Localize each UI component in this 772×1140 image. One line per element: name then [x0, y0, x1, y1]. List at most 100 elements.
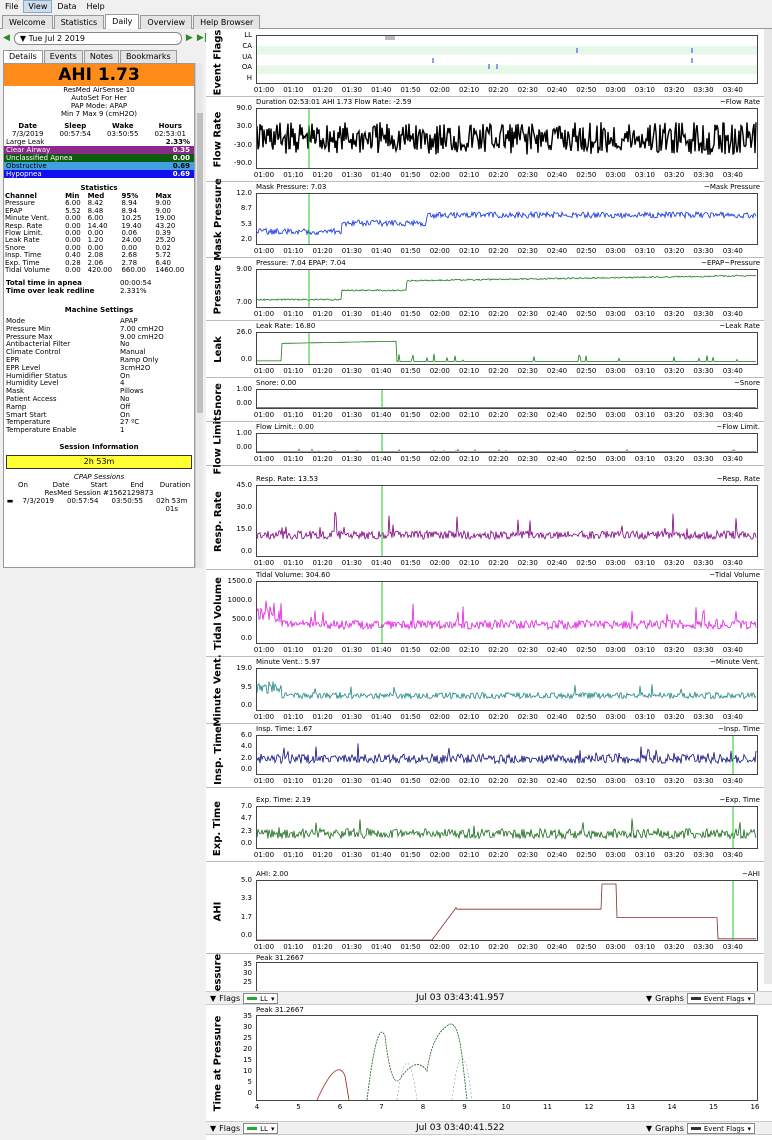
plot-area[interactable] — [256, 269, 758, 308]
left-scrollbar[interactable] — [195, 63, 203, 568]
x-tick: 03:00 — [605, 851, 626, 859]
tab-help-browser[interactable]: Help Browser — [193, 15, 261, 29]
menu-help[interactable]: Help — [86, 2, 105, 11]
flags-dropdown[interactable]: LL ▾ — [243, 1123, 279, 1134]
y-tick: 30.0 — [236, 503, 252, 511]
date-picker[interactable]: ▼ Tue Jul 2 2019 — [13, 31, 182, 45]
x-axis: 01:00 01:10 01:20 01:30 01:40 01:50 02:00 02:10… — [254, 455, 758, 464]
plot-area[interactable] — [256, 332, 758, 365]
total-row: Time over leak redline 2.331% — [4, 287, 194, 296]
y-tick: 9.5 — [240, 682, 252, 691]
graphs-dropdown[interactable]: Event Flags ▾ — [686, 993, 756, 1004]
x-tick: 02:50 — [576, 777, 597, 785]
plot-area[interactable] — [256, 35, 758, 84]
last-day-arrow-icon[interactable]: ▶| — [196, 33, 208, 43]
tab-overview[interactable]: Overview — [140, 15, 193, 29]
prev-day-arrow-icon[interactable]: ◀ — [3, 33, 10, 43]
session-row[interactable]: ▬ 7/3/2019 00:57:54 03:50:55 02h 53m 01s — [4, 497, 194, 513]
scroll-thumb[interactable] — [197, 113, 203, 413]
subtab-bookmarks[interactable]: Bookmarks — [119, 50, 177, 63]
session-duration-bar[interactable]: 2h 53m — [6, 455, 192, 470]
menu-view[interactable]: View — [23, 0, 53, 13]
menu-data[interactable]: Data — [57, 2, 77, 11]
plot-area[interactable] — [256, 806, 758, 849]
tab-welcome[interactable]: Welcome — [2, 15, 53, 29]
x-axis: 01:00 01:10 01:20 01:30 01:40 01:50 02:00 02:10… — [254, 943, 758, 952]
y-tick: 10 — [243, 1067, 252, 1075]
graphs-scrollbar[interactable] — [764, 29, 772, 984]
date-nav: ◀ ▼ Tue Jul 2 2019 ▶ ▶| — [3, 31, 207, 45]
plot-area[interactable] — [256, 193, 758, 245]
x-tick: 03:30 — [693, 646, 714, 654]
flags-arrow-icon[interactable]: ▼ — [210, 994, 217, 1003]
x-tick: 02:10 — [459, 86, 480, 94]
tab-daily[interactable]: Daily — [105, 14, 140, 29]
x-axis: 01:00 01:10 01:20 01:30 01:40 01:50 02:00 02:10… — [253, 646, 758, 655]
x-tick: 01:00 — [253, 646, 275, 654]
y-tick: 0.0 — [240, 547, 252, 555]
next-day-arrow-icon[interactable]: ▶ — [185, 33, 193, 43]
graphs-arrow-icon[interactable]: ▼ — [646, 994, 653, 1003]
x-tick: 03:00 — [605, 559, 626, 567]
graph-legend: ~Exp. Time — [719, 796, 760, 804]
ll-swatch-icon — [247, 1127, 258, 1130]
x-tick: 01:30 — [341, 646, 362, 654]
plot-area[interactable] — [256, 735, 758, 775]
stats-col: Min — [65, 192, 80, 200]
y-tick: 4.0 — [240, 742, 252, 751]
stats-cell: 10.25 — [121, 214, 142, 223]
x-tick: 03:20 — [664, 171, 685, 179]
subtab-events[interactable]: Events — [43, 50, 83, 63]
x-axis: 01:00 01:10 01:20 01:30 01:40 01:50 02:00 02:10… — [254, 310, 758, 319]
x-tick: 02:40 — [546, 310, 568, 318]
x-tick: 02:30 — [517, 851, 538, 859]
x-tick: 02:20 — [488, 713, 509, 721]
plot-area[interactable] — [256, 108, 758, 169]
plot-area[interactable] — [256, 433, 758, 453]
setting-value: APAP — [120, 317, 138, 326]
x-tick: 03:20 — [664, 777, 685, 785]
plot-area[interactable] — [256, 581, 758, 644]
cursor-datetime: Jul 03 03:40:41.522 — [416, 1123, 505, 1133]
x-tick: 02:40 — [546, 247, 568, 255]
tab-statistics[interactable]: Statistics — [53, 15, 105, 29]
y-tick: 30 — [243, 969, 252, 977]
event-flags-swatch-icon — [690, 1127, 701, 1130]
plot-area[interactable] — [256, 485, 758, 557]
y-tick: 5.0 — [240, 876, 252, 884]
graph-flim: Flow Limit. Flow Limit.: 0.00 ~Flow Limit.… — [206, 412, 772, 475]
x-tick: 01:50 — [400, 367, 421, 375]
waveform — [257, 333, 756, 364]
subtab-details[interactable]: Details — [3, 50, 43, 63]
x-tick: 01:40 — [371, 455, 392, 463]
stats-row: Snore 0.00 0.00 0.00 0.02 — [4, 244, 194, 252]
x-tick: 01:30 — [341, 559, 362, 567]
graph-legend: ~Flow Rate — [719, 98, 760, 106]
graph-mask: Mask Pressure Mask Pressure: 7.03 ~Mask Pr… — [206, 178, 772, 261]
y-tick: 1.00 — [236, 429, 252, 437]
x-tick: 03:00 — [605, 943, 626, 951]
x-tick: 02:30 — [517, 943, 538, 951]
y-tick: 30.0 — [236, 122, 252, 131]
plot-area[interactable] — [256, 880, 758, 941]
x-tick: 03:20 — [664, 646, 685, 654]
menu-file[interactable]: File — [5, 2, 19, 11]
x-tick: 03:00 — [605, 86, 626, 94]
x-tick: 02:10 — [459, 310, 480, 318]
subtab-notes[interactable]: Notes — [83, 50, 119, 63]
x-tick: 03:10 — [634, 559, 655, 567]
plot-area[interactable] — [256, 1015, 758, 1101]
waveform — [257, 390, 756, 408]
plot-area[interactable] — [256, 962, 758, 991]
x-tick: 03:40 — [722, 367, 743, 375]
graph-header: Tidal Volume: 304.60 ~Tidal Volume — [256, 571, 760, 579]
y-tick: 0 — [247, 1089, 252, 1097]
flags-arrow-icon[interactable]: ▼ — [210, 1124, 217, 1133]
graphs-arrow-icon[interactable]: ▼ — [646, 1124, 653, 1133]
graph-leak: Leak Leak Rate: 16.80 ~Leak Rate 26.0 0.0 01:… — [206, 321, 772, 378]
graphs-dropdown[interactable]: Event Flags ▾ — [686, 1123, 756, 1134]
session-on-icon[interactable]: ▬ — [6, 497, 14, 506]
plot-area[interactable] — [256, 389, 758, 409]
flags-dropdown[interactable]: LL ▾ — [243, 993, 279, 1004]
plot-area[interactable] — [256, 668, 758, 711]
